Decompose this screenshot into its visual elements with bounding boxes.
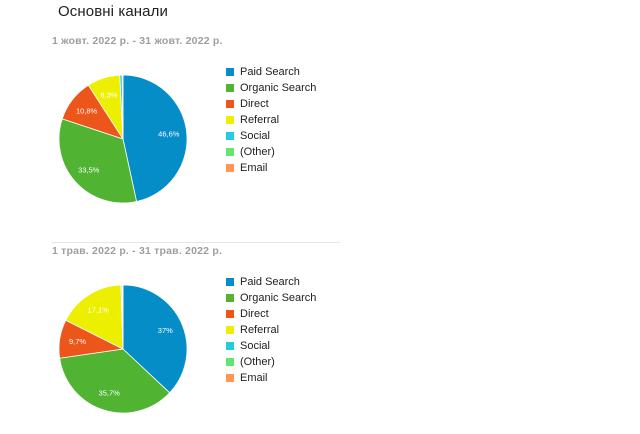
- legend-item-social[interactable]: Social: [226, 338, 316, 354]
- legend-item-paid-search[interactable]: Paid Search: [226, 64, 316, 80]
- legend-label: Social: [240, 130, 270, 142]
- legend-swatch: [226, 148, 234, 156]
- legend-label: Paid Search: [240, 276, 300, 288]
- pie-slice-paid-search[interactable]: [122, 74, 188, 203]
- legend-item-other[interactable]: (Other): [226, 144, 316, 160]
- pie-slice-referral[interactable]: [65, 284, 124, 350]
- legend-swatch: [226, 278, 234, 286]
- legend-item-email[interactable]: Email: [226, 370, 316, 386]
- legend-label: Social: [240, 340, 270, 352]
- pie-label-direct: 9,7%: [69, 337, 86, 346]
- chart-section-title: Основні канали: [58, 3, 168, 20]
- legend-swatch: [226, 84, 234, 92]
- legend-item-referral[interactable]: Referral: [226, 112, 316, 128]
- legend-label: Email: [240, 372, 268, 384]
- pie-slice-paid-search[interactable]: [122, 284, 188, 394]
- pie-label-paid-search: 46,6%: [158, 130, 180, 139]
- legend-item-direct[interactable]: Direct: [226, 96, 316, 112]
- pie-slice-organic-search[interactable]: [58, 118, 138, 204]
- section-divider: [52, 242, 340, 243]
- legend-swatch: [226, 294, 234, 302]
- legend-swatch: [226, 374, 234, 382]
- legend-label: Paid Search: [240, 66, 300, 78]
- legend-october: Paid Search Organic Search Direct Referral S…: [226, 64, 316, 176]
- legend-label: (Other): [240, 356, 275, 368]
- pie-label-direct: 10,8%: [76, 106, 98, 115]
- legend-item-organic-search[interactable]: Organic Search: [226, 290, 316, 306]
- legend-label: Direct: [240, 308, 269, 320]
- pie-label-organic-search: 35,7%: [99, 388, 121, 397]
- legend-swatch: [226, 132, 234, 140]
- legend-label: (Other): [240, 146, 275, 158]
- pie-label-referral: 8,3%: [100, 91, 117, 100]
- legend-label: Organic Search: [240, 82, 317, 94]
- legend-swatch: [226, 164, 234, 172]
- legend-swatch: [226, 342, 234, 350]
- pie-chart-october[interactable]: 46,6% 33,5% 10,8%8,3%: [52, 68, 197, 208]
- legend-item-email[interactable]: Email: [226, 160, 316, 176]
- legend-label: Referral: [240, 324, 280, 336]
- legend-item-social[interactable]: Social: [226, 128, 316, 144]
- legend-swatch: [226, 100, 234, 108]
- pie-label-referral: 17,1%: [88, 306, 110, 315]
- legend-item-referral[interactable]: Referral: [226, 322, 316, 338]
- pie-slice-organic-search[interactable]: [59, 348, 171, 414]
- pie-label-paid-search: 37%: [158, 326, 173, 335]
- legend-item-paid-search[interactable]: Paid Search: [226, 274, 316, 290]
- legend-item-direct[interactable]: Direct: [226, 306, 316, 322]
- legend-label: Referral: [240, 114, 280, 126]
- legend-swatch: [226, 68, 234, 76]
- legend-swatch: [226, 326, 234, 334]
- legend-may: Paid Search Organic Search Direct Referral S…: [226, 274, 316, 386]
- date-range-october: 1 жовт. 2022 р. - 31 жовт. 2022 р.: [52, 35, 223, 47]
- legend-item-organic-search[interactable]: Organic Search: [226, 80, 316, 96]
- legend-label: Email: [240, 162, 268, 174]
- pie-chart-may[interactable]: 37% 35,7% 9,7% 17,1%: [52, 278, 197, 418]
- legend-swatch: [226, 310, 234, 318]
- pie-label-organic-search: 33,5%: [78, 165, 100, 174]
- legend-label: Organic Search: [240, 292, 317, 304]
- legend-swatch: [226, 116, 234, 124]
- date-range-may: 1 трав. 2022 р. - 31 трав. 2022 р.: [52, 245, 223, 257]
- legend-label: Direct: [240, 98, 269, 110]
- legend-swatch: [226, 358, 234, 366]
- legend-item-other[interactable]: (Other): [226, 354, 316, 370]
